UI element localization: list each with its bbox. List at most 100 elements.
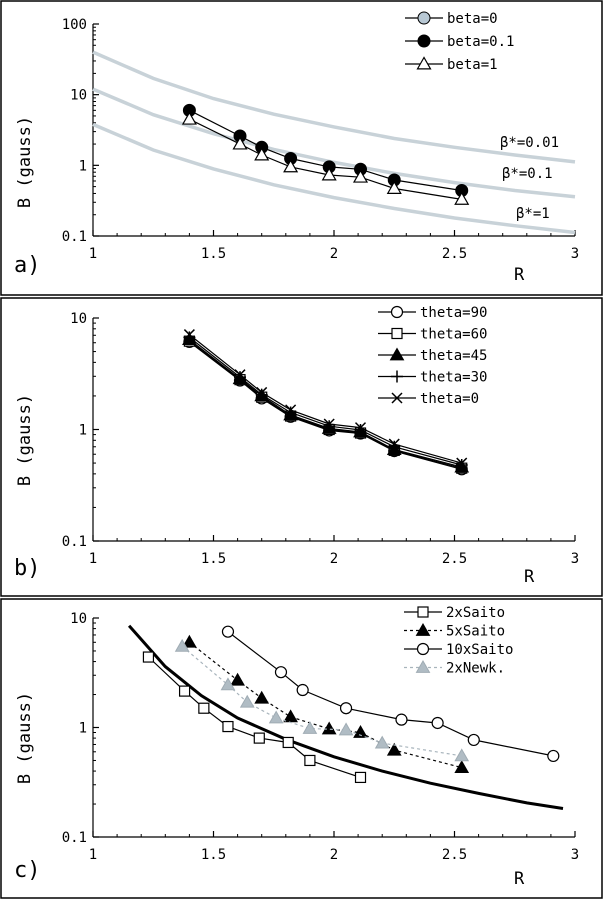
legend-marker: [415, 622, 431, 636]
series-line: [181, 645, 462, 757]
panel-c-frame: [0, 598, 603, 899]
panel-label-b: b): [14, 556, 41, 581]
data-point: [174, 638, 190, 652]
data-point: [284, 406, 297, 419]
data-point: [304, 754, 316, 767]
data-point: [234, 371, 247, 384]
data-point: [467, 733, 480, 747]
x-tick-label: 1.5: [201, 551, 226, 567]
legend-marker: [417, 34, 431, 48]
x-tick-label: 1: [89, 847, 97, 863]
legend-marker: [417, 606, 429, 618]
series-line: [189, 336, 462, 466]
legend-label: 10xSaito: [446, 642, 513, 658]
x-tick-label: 1: [89, 246, 97, 262]
legend-marker: [416, 56, 432, 70]
data-point: [456, 457, 468, 469]
legend-label: beta=0: [447, 11, 498, 27]
x-tick-label: 3: [571, 246, 579, 262]
y-tick-label: 10: [70, 611, 87, 627]
x-tick-label: 2.5: [442, 246, 467, 262]
legend-label: 2xNewk.: [446, 661, 505, 677]
x-tick-label: 1.5: [201, 246, 226, 262]
data-point: [182, 634, 197, 648]
xlabel-b: R: [524, 567, 535, 587]
y-tick-label: 0.1: [62, 229, 87, 245]
data-point: [183, 329, 195, 341]
ylabel-c: B (gauss): [15, 692, 35, 784]
data-point: [454, 191, 470, 205]
data-point: [354, 771, 367, 784]
legend-marker: [389, 347, 405, 361]
legend-marker: [416, 642, 430, 656]
legend-marker: [391, 370, 403, 383]
data-point: [321, 167, 337, 181]
data-point: [142, 651, 155, 663]
data-point: [388, 440, 401, 453]
data-point: [221, 625, 235, 638]
x-tick-label: 1: [89, 551, 97, 567]
data-point: [386, 742, 402, 756]
data-point: [323, 418, 335, 430]
y-tick-label: 10: [70, 88, 87, 104]
legend-label: theta=45: [420, 348, 487, 364]
data-point: [454, 748, 470, 762]
legend-label: theta=0: [420, 391, 479, 407]
legend-marker: [415, 659, 431, 673]
x-tick-label: 1.5: [201, 847, 226, 863]
data-point: [283, 159, 299, 173]
legend: theta=90 theta=60 theta=45 theta=30 theta=0: [378, 305, 487, 407]
panel-label-a: a): [14, 253, 41, 278]
x-tick-label: 3: [571, 551, 579, 567]
data-point: [455, 459, 468, 472]
x-tick-label: 2: [330, 847, 338, 863]
data-point: [282, 736, 294, 749]
curve-label: β*=0.01: [500, 135, 559, 151]
data-point: [339, 702, 353, 715]
legend: 2xSaito 5xSaito 10xSaito 2xNewk.: [404, 605, 513, 677]
legend: beta=0 beta=0.1 beta=1: [405, 11, 514, 73]
data-point: [352, 169, 369, 183]
data-point: [256, 386, 268, 398]
data-point: [386, 180, 402, 194]
reference-curve: [92, 50, 576, 164]
data-point: [454, 760, 470, 774]
panel-a-frame: [0, 0, 603, 296]
data-point: [283, 709, 298, 723]
reference-curve: [92, 122, 576, 235]
data-point: [268, 710, 284, 724]
y-tick-label: 0.1: [62, 534, 87, 550]
data-point: [181, 111, 197, 125]
ylabel-b: B (gauss): [15, 394, 35, 486]
data-point: [374, 735, 390, 749]
x-tick-label: 3: [571, 847, 579, 863]
legend-label: beta=0.1: [447, 34, 514, 50]
data-point: [338, 722, 354, 736]
data-point: [321, 721, 337, 735]
legend-marker: [391, 392, 403, 404]
legend-label: beta=1: [447, 57, 498, 73]
legend-marker: [391, 327, 403, 340]
data-point: [285, 404, 297, 416]
curve-label: β*=0.1: [502, 166, 553, 182]
legend-label: 5xSaito: [446, 624, 505, 640]
legend-label: 2xSaito: [446, 605, 505, 621]
data-point: [232, 136, 248, 150]
legend-label: theta=30: [420, 370, 487, 386]
data-point: [395, 713, 408, 726]
data-point: [353, 725, 368, 738]
data-point: [220, 677, 236, 691]
x-tick-label: 2.5: [442, 847, 467, 863]
data-point: [388, 438, 400, 450]
panel-b-frame: [0, 297, 603, 597]
x-tick-label: 2: [330, 551, 338, 567]
data-point: [302, 720, 318, 734]
reference-curve: [92, 87, 576, 199]
data-point: [198, 702, 210, 714]
data-point: [296, 683, 309, 697]
y-tick-label: 100: [62, 17, 87, 33]
x-tick-label: 2.5: [442, 551, 467, 567]
